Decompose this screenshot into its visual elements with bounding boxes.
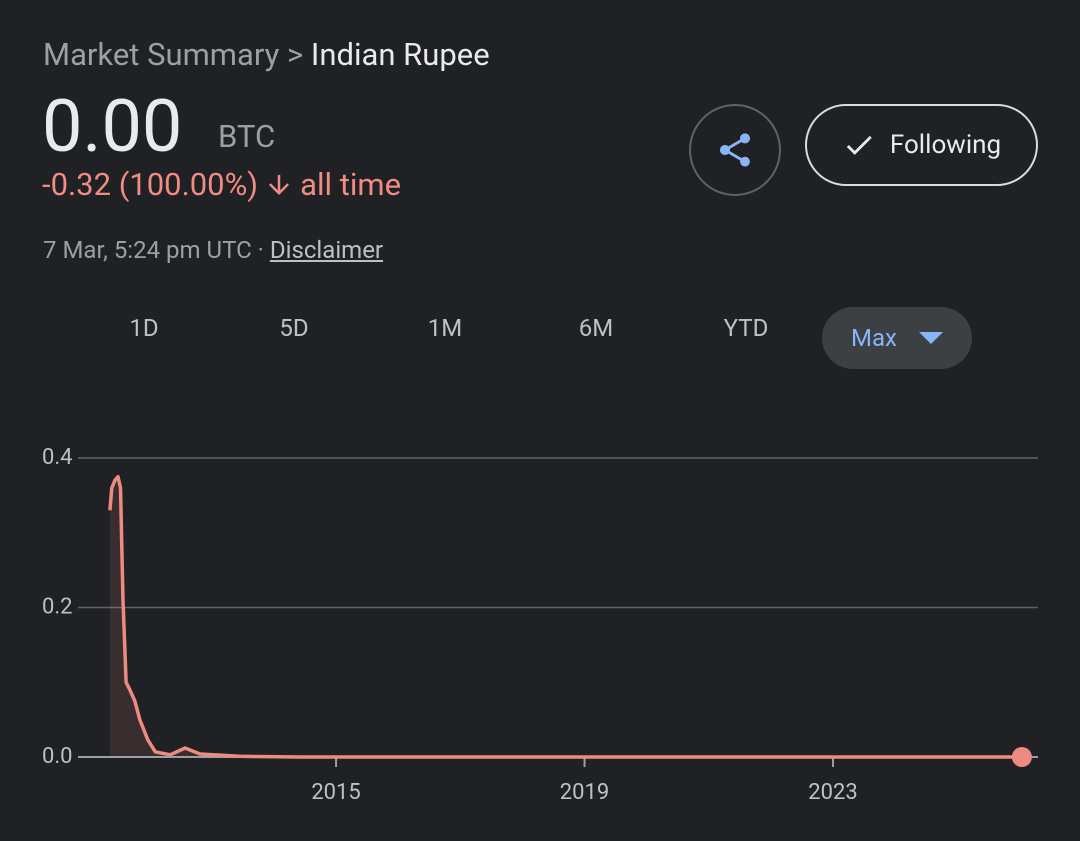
change-value: -0.32 (100.00%): [42, 166, 259, 203]
share-button[interactable]: [689, 104, 781, 196]
timestamp: 7 Mar, 5:24 pm UTC: [43, 236, 252, 264]
area: [109, 476, 1022, 757]
range-tab[interactable]: 1D: [129, 314, 159, 342]
breadcrumb: Market Summary > Indian Rupee: [43, 36, 490, 73]
line: [108, 474, 1022, 759]
range-tab[interactable]: 1M: [427, 314, 463, 342]
change-period: all time: [300, 166, 402, 203]
range-tab[interactable]: YTD: [723, 314, 769, 342]
share-icon: [720, 133, 750, 167]
x-tick-label: 2023: [808, 780, 857, 805]
down-arrow: [269, 174, 290, 195]
breadcrumb-current: Indian Rupee: [310, 36, 490, 73]
dot-separator: ·: [257, 236, 264, 264]
range-tab[interactable]: 5D: [279, 314, 309, 342]
range-tab-active[interactable]: Max: [822, 307, 972, 369]
x-tick-label: 2019: [560, 780, 609, 805]
unit: BTC: [218, 118, 276, 155]
price: 0.00: [42, 84, 183, 169]
end-dot: [1011, 747, 1032, 767]
following-label: Following: [889, 130, 1002, 160]
y-tick-label: 0.4: [42, 445, 73, 470]
following-button[interactable]: Following: [805, 104, 1038, 186]
range-label: Max: [851, 324, 897, 352]
breadcrumb-separator: >: [287, 36, 304, 73]
dropdown-icon: [918, 332, 943, 344]
timestamp-row: 7 Mar, 5:24 pm UTC · Disclaimer: [43, 236, 383, 264]
disclaimer-link[interactable]: Disclaimer: [269, 236, 384, 264]
range-tab[interactable]: 6M: [578, 314, 614, 342]
y-tick-label: 0.2: [42, 594, 73, 619]
y-tick-label: 0.0: [42, 744, 73, 769]
x-tick-label: 2015: [311, 780, 360, 805]
change: -0.32 (100.00%) all time: [42, 166, 401, 203]
check-icon: [846, 135, 872, 155]
breadcrumb-link[interactable]: Market Summary: [43, 36, 280, 73]
